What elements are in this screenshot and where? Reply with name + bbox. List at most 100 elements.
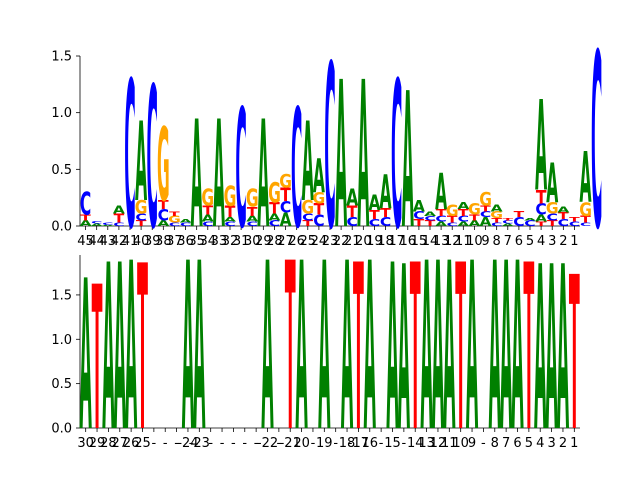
- logo-letter-C: C: [424, 215, 435, 222]
- logo-letter-T: T: [536, 220, 547, 227]
- logo-letter-T: T: [458, 208, 469, 219]
- logo-letter-A: A: [246, 215, 259, 224]
- x-tick-label: 9: [468, 436, 476, 451]
- x-tick-label: 18: [377, 234, 394, 249]
- logo-letter-A: A: [557, 205, 570, 214]
- logo-letter-G: G: [268, 177, 281, 209]
- x-tick-label: -: [220, 436, 225, 451]
- x-tick-label: -: [277, 436, 282, 451]
- x-tick-label: -: [379, 436, 384, 451]
- logo-letter-C: C: [147, 47, 158, 273]
- logo-letter-T: T: [547, 219, 558, 228]
- x-tick-label: 19: [316, 436, 333, 451]
- x-tick-label: 43: [100, 234, 117, 249]
- x-tick-label: 27: [277, 234, 294, 249]
- logo-letter-A: A: [114, 218, 126, 480]
- logo-letter-G: G: [224, 181, 237, 213]
- x-tick-label: -: [481, 436, 486, 451]
- logo-letter-C: C: [91, 221, 102, 225]
- logo-letter-T: T: [158, 198, 169, 212]
- logo-letter-T: T: [455, 218, 466, 480]
- x-tick-label: 29: [255, 234, 272, 249]
- logo-letter-T: T: [447, 215, 458, 226]
- logo-letter-A: A: [335, 38, 347, 273]
- logo-letter-T: T: [469, 213, 480, 222]
- x-tick-label: 30: [244, 234, 261, 249]
- x-tick-label: -22: [257, 436, 278, 451]
- logo-letter-A: A: [580, 137, 592, 218]
- x-tick-label: 42: [111, 234, 128, 249]
- logo-letter-G: G: [446, 202, 459, 220]
- x-tick-label: 6: [513, 436, 521, 451]
- logo-letter-C: C: [113, 222, 124, 228]
- logo-letter-T: T: [410, 218, 421, 480]
- logo-letter-C: C: [535, 201, 546, 219]
- logo-letter-C: C: [169, 222, 180, 228]
- logo-letter-A: A: [489, 214, 501, 480]
- logo-letter-A: A: [135, 101, 147, 227]
- logo-letter-G: G: [135, 197, 148, 219]
- logo-letter-A: A: [435, 220, 448, 227]
- logo-letter-A: A: [368, 191, 380, 216]
- logo-letter-A: A: [546, 153, 558, 216]
- x-tick-label: 6: [515, 234, 523, 249]
- logo-letter-T: T: [523, 218, 534, 480]
- y-tick-label: 1.5: [51, 50, 72, 65]
- x-tick-label: 8: [491, 436, 499, 451]
- x-tick-label: 3: [547, 436, 555, 451]
- x-tick-label: 1: [570, 234, 578, 249]
- logo-letter-G: G: [201, 184, 214, 211]
- logo-letter-C: C: [391, 38, 402, 273]
- logo-letter-A: A: [545, 218, 557, 480]
- y-tick-label: 1.0: [51, 106, 72, 121]
- logo-letter-T: T: [491, 217, 502, 224]
- x-tick-label: 40: [133, 234, 150, 249]
- logo-letter-A: A: [443, 214, 455, 480]
- x-tick-label: 14: [407, 436, 424, 451]
- logo-letter-T: T: [580, 215, 591, 226]
- x-tick-label: 15: [411, 234, 428, 249]
- x-tick-label: 29: [89, 436, 106, 451]
- y-tick-label: 0.0: [51, 220, 72, 235]
- logo-letter-A: A: [491, 203, 503, 214]
- x-tick-label: -17: [348, 436, 369, 451]
- logo-letter-A: A: [468, 219, 481, 228]
- logo-letter-C: C: [102, 222, 113, 226]
- logo-letter-C: C: [513, 215, 524, 229]
- x-tick-label: 16: [400, 234, 417, 249]
- x-tick-label: 21: [344, 234, 361, 249]
- logo-letter-T: T: [514, 210, 525, 219]
- logo-letter-C: C: [347, 215, 358, 229]
- x-tick-label: 10: [466, 234, 483, 249]
- logo-letter-A: A: [386, 218, 398, 480]
- logo-letter-C: C: [569, 220, 580, 227]
- logo-letter-A: A: [341, 214, 353, 480]
- x-tick-label: 19: [366, 234, 383, 249]
- x-tick-label: 7: [502, 436, 510, 451]
- x-tick-label: 36: [177, 234, 194, 249]
- logo-letter-C: C: [324, 17, 335, 279]
- x-tick-label: 5: [526, 234, 534, 249]
- logo-letter-A: A: [80, 236, 92, 477]
- logo-letter-A: A: [524, 218, 536, 222]
- logo-letter-A: A: [261, 214, 273, 480]
- y-tick-label: 1.5: [51, 288, 72, 303]
- logo-letter-A: A: [466, 214, 478, 480]
- x-tick-label: 18: [339, 436, 356, 451]
- logo-letter-C: C: [302, 212, 313, 223]
- logo-letter-T: T: [169, 210, 180, 217]
- logo-letter-C: C: [580, 222, 591, 228]
- logo-letter-T: T: [536, 187, 547, 209]
- logo-letter-C: C: [447, 222, 458, 228]
- logo-letter-A: A: [80, 219, 93, 228]
- logo-letter-T: T: [425, 219, 436, 228]
- logo-letter-T: T: [314, 201, 325, 219]
- logo-letter-C: C: [80, 186, 91, 223]
- logo-letter-C: C: [235, 77, 246, 266]
- logo-letter-T: T: [569, 216, 580, 223]
- logo-letter-C: C: [269, 219, 280, 228]
- logo-letter-A: A: [346, 184, 359, 211]
- logo-letter-T: T: [502, 218, 513, 222]
- logo-letter-G: G: [490, 210, 503, 221]
